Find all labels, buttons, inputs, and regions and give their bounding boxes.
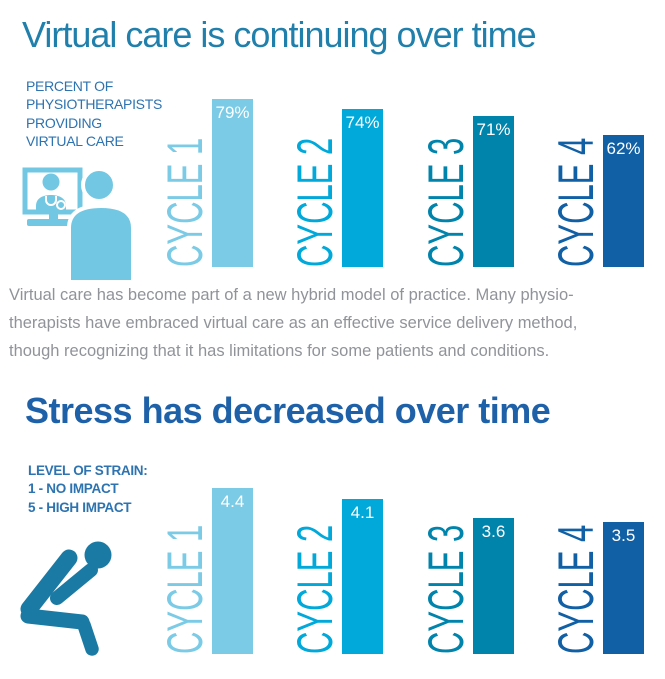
category-label: CYCLE 2 — [287, 524, 343, 654]
bar-value-label: 3.5 — [611, 526, 636, 545]
bar: 3.5 — [603, 522, 644, 654]
bar-value-label: 3.6 — [481, 522, 506, 541]
bar-value-label: 62% — [606, 139, 641, 158]
bar-value-label: 71% — [476, 120, 511, 139]
category-label: CYCLE 3 — [418, 137, 474, 267]
axis-note-line: PERCENT OF — [26, 78, 113, 94]
axis-note-line: LEVEL OF STRAIN: — [28, 463, 148, 478]
axis-note-line: PHYSIOTHERAPISTS — [26, 96, 163, 113]
telehealth-video-call-icon — [5, 164, 150, 287]
category-label: CYCLE 4 — [548, 524, 604, 654]
caption-line: therapists have embraced virtual care as… — [9, 314, 578, 332]
category-label: CYCLE 1 — [157, 524, 213, 654]
axis-note-line: 1 - NO IMPACT — [28, 481, 119, 497]
stress-bar-chart: CYCLE 1 4.4 CYCLE 2 4.1 CYCLE 3 3.6 CYCLE 4 3.5 — [0, 465, 665, 654]
virtual-care-bar-chart: CYCLE 1 79% CYCLE 2 74% CYCLE 3 71% CYCLE 4 62% — [0, 54, 665, 267]
section2-title: Stress has decreased over time — [25, 390, 551, 431]
section1-axis-note: PERCENT OF PHYSIOTHERAPISTS PROVIDING VI… — [26, 77, 162, 151]
section2-axis-note: LEVEL OF STRAIN: 1 - NO IMPACT 5 - HIGH … — [28, 462, 148, 517]
bar: 62% — [603, 135, 644, 267]
bar: 3.6 — [473, 518, 514, 654]
caption-line: Virtual care has become part of a new hy… — [9, 286, 574, 304]
caption-line: though recognizing that it has limitatio… — [9, 342, 550, 360]
category-label: CYCLE 1 — [157, 137, 213, 267]
axis-note-line: PROVIDING — [26, 114, 102, 131]
bar: 74% — [342, 109, 383, 267]
bar: 4.1 — [342, 499, 383, 654]
bar-value-label: 4.4 — [220, 492, 245, 511]
axis-note-line: VIRTUAL CARE — [26, 133, 124, 150]
category-label: CYCLE 3 — [418, 524, 474, 654]
bar-value-label: 79% — [215, 103, 250, 122]
bar-value-label: 4.1 — [350, 503, 375, 522]
section1-title: Virtual care is continuing over time — [22, 14, 537, 55]
category-label: CYCLE 4 — [548, 137, 604, 267]
bar: 71% — [473, 116, 514, 267]
category-label: CYCLE 2 — [287, 137, 343, 267]
bar: 4.4 — [212, 488, 253, 654]
bar: 79% — [212, 99, 253, 267]
stressed-person-icon — [15, 518, 125, 668]
bar-value-label: 74% — [345, 113, 380, 132]
axis-note-line: 5 - HIGH IMPACT — [28, 499, 132, 515]
virtual-care-caption: Virtual care has become part of a new hy… — [9, 281, 577, 365]
